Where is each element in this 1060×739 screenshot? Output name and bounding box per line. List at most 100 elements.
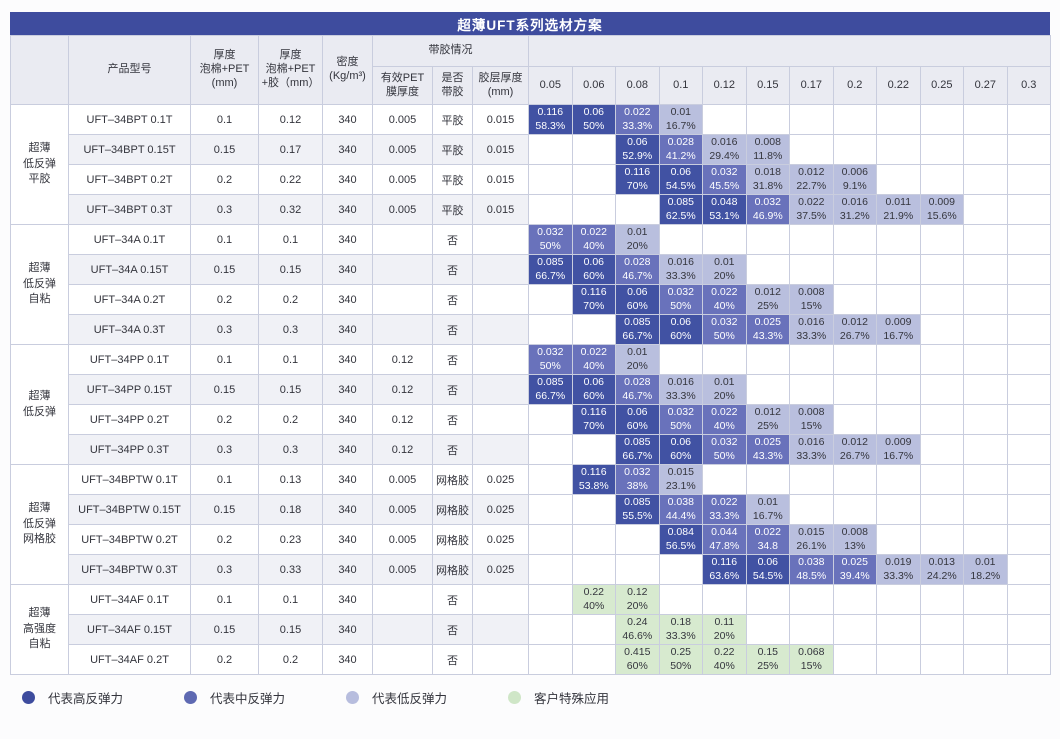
empty-cell (963, 614, 1008, 645)
empty-cell (876, 104, 921, 135)
empty-cell (789, 584, 834, 615)
value-cell: 0.038 48.5% (789, 554, 834, 585)
value-cell: 0.15 25% (745, 644, 791, 675)
value-cell: 0.06 60% (615, 284, 660, 315)
thickness-foam-pet-cell: 0.1 (190, 584, 259, 615)
empty-cell (1006, 404, 1052, 435)
empty-cell (571, 614, 617, 645)
value-cell: 0.028 46.7% (615, 374, 660, 405)
empty-cell (963, 254, 1008, 285)
empty-cell (876, 224, 921, 255)
value-cell: 0.022 37.5% (789, 194, 834, 225)
value-cell: 0.012 26.7% (832, 434, 878, 465)
value-cell: 0.116 58.3% (528, 104, 573, 135)
empty-cell (658, 584, 704, 615)
empty-cell (658, 554, 704, 585)
empty-cell (963, 164, 1008, 195)
empty-cell (702, 344, 747, 375)
value-cell: 0.06 60% (615, 404, 660, 435)
product-model-cell: UFT–34BPT 0.15T (68, 134, 191, 165)
empty-cell (702, 584, 747, 615)
empty-cell (528, 554, 573, 585)
empty-cell (832, 104, 878, 135)
thickness-foam-pet-cell: 0.3 (190, 194, 259, 225)
thickness-foam-pet-glue-cell: 0.23 (258, 524, 323, 555)
empty-cell (528, 164, 573, 195)
thickness-foam-pet-glue-cell: 0.17 (258, 134, 323, 165)
empty-cell (919, 374, 965, 405)
legend-item-low: 代表低反弹力 (346, 688, 447, 707)
col-header-value-0.15: 0.15 (745, 66, 791, 105)
empty-cell (702, 224, 747, 255)
empty-cell (1006, 284, 1052, 315)
thickness-foam-pet-cell: 0.1 (190, 464, 259, 495)
empty-cell (876, 644, 921, 675)
glue-layer-thickness-cell (471, 644, 530, 675)
value-cell: 0.085 55.5% (615, 494, 660, 525)
table-row: UFT–34BPT 0.3T 0.3 0.32 340 0.005 平胶 0.015 0.08… (11, 194, 1052, 225)
value-cell: 0.06 54.5% (745, 554, 791, 585)
col-header-glue-status-group: 带胶情况 (371, 35, 530, 67)
value-cell: 0.22 40% (571, 584, 617, 615)
density-cell: 340 (322, 614, 373, 645)
has-glue-cell: 平胶 (432, 194, 473, 225)
thickness-foam-pet-glue-cell: 0.12 (258, 104, 323, 135)
density-cell: 340 (322, 134, 373, 165)
value-cell: 0.019 33.3% (876, 554, 921, 585)
has-glue-cell: 否 (432, 344, 473, 375)
has-glue-cell: 否 (432, 284, 473, 315)
thickness-foam-pet-glue-cell: 0.13 (258, 464, 323, 495)
glue-layer-thickness-cell: 0.025 (471, 554, 530, 585)
legend-item-special: 客户特殊应用 (508, 688, 609, 707)
value-cell: 0.01 18.2% (963, 554, 1008, 585)
value-cell: 0.22 40% (702, 644, 747, 675)
value-cell: 0.022 34.8 (745, 524, 791, 555)
product-model-cell: UFT–34BPTW 0.15T (68, 494, 191, 525)
product-model-cell: UFT–34A 0.2T (68, 284, 191, 315)
empty-cell (571, 524, 617, 555)
thickness-foam-pet-cell: 0.2 (190, 524, 259, 555)
effective-pet-film-cell: 0.12 (372, 434, 433, 465)
density-cell: 340 (322, 284, 373, 315)
col-header-density: 密度 (Kg/m³) (322, 35, 373, 105)
product-model-cell: UFT–34AF 0.1T (68, 584, 191, 615)
table-row: UFT–34A 0.2T 0.2 0.2 340 否 0.116 70% 0.06 60% 0.0… (11, 284, 1052, 315)
effective-pet-film-cell: 0.005 (372, 494, 433, 525)
has-glue-cell: 网格胶 (432, 494, 473, 525)
effective-pet-film-cell: 0.005 (372, 164, 433, 195)
legend-label: 代表中反弹力 (210, 692, 286, 706)
effective-pet-film-cell: 0.12 (372, 344, 433, 375)
value-cell: 0.116 70% (571, 284, 617, 315)
glue-layer-thickness-cell: 0.015 (471, 194, 530, 225)
thickness-foam-pet-cell: 0.15 (190, 134, 259, 165)
thickness-foam-pet-glue-cell: 0.32 (258, 194, 323, 225)
value-cell: 0.008 11.8% (745, 134, 791, 165)
value-cell: 0.022 40% (571, 344, 617, 375)
product-model-cell: UFT–34AF 0.15T (68, 614, 191, 645)
empty-cell (919, 284, 965, 315)
empty-cell (702, 104, 747, 135)
value-cell: 0.025 43.3% (745, 314, 791, 345)
effective-pet-film-cell: 0.005 (372, 524, 433, 555)
empty-cell (832, 404, 878, 435)
glue-layer-thickness-cell (471, 314, 530, 345)
density-cell: 340 (322, 374, 373, 405)
table-body: 超薄 低反弹 平胶 UFT–34BPT 0.1T 0.1 0.12 340 0.005 平胶… (10, 104, 1052, 675)
has-glue-cell: 否 (432, 644, 473, 675)
empty-cell (963, 314, 1008, 345)
empty-cell (1006, 314, 1052, 345)
value-cell: 0.06 52.9% (615, 134, 660, 165)
value-cell: 0.018 31.8% (745, 164, 791, 195)
value-cell: 0.022 40% (702, 284, 747, 315)
value-cell: 0.022 33.3% (702, 494, 747, 525)
empty-cell (832, 464, 878, 495)
empty-cell (919, 344, 965, 375)
glue-layer-thickness-cell (471, 434, 530, 465)
empty-cell (1006, 644, 1052, 675)
empty-cell (528, 404, 573, 435)
col-header-value-0.1: 0.1 (658, 66, 704, 105)
glue-layer-thickness-cell: 0.015 (471, 164, 530, 195)
empty-cell (963, 194, 1008, 225)
value-cell: 0.068 15% (789, 644, 834, 675)
